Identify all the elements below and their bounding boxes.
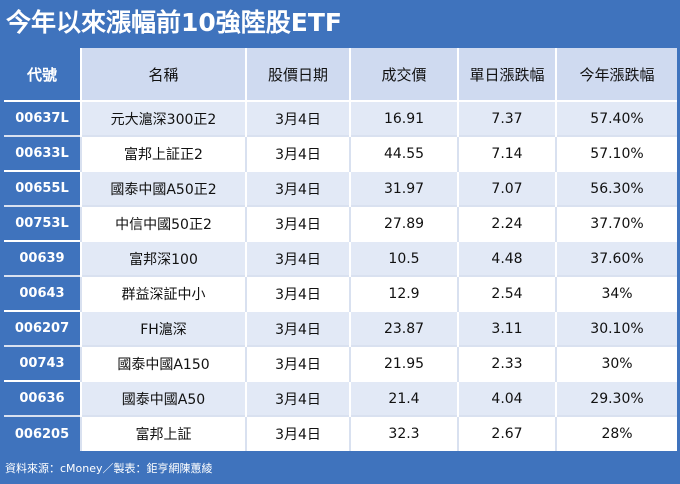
cell-price: 23.87 [350, 310, 459, 346]
cell-code: 00655L [4, 170, 82, 206]
cell-price: 21.95 [350, 345, 459, 381]
cell-price: 27.89 [350, 205, 459, 241]
cell-code: 00633L [4, 135, 82, 171]
table-row: 00636 國泰中國A50 3月4日 21.4 4.04 29.30% [4, 380, 677, 416]
cell-price: 10.5 [350, 240, 459, 276]
cell-name: 國泰中國A150 [81, 345, 247, 381]
cell-date: 3月4日 [246, 170, 351, 206]
header-daily-change: 單日漲跌幅 [458, 48, 557, 101]
table-row: 00633L 富邦上証正2 3月4日 44.55 7.14 57.10% [4, 135, 677, 171]
header-price: 成交價 [350, 48, 459, 101]
header-ytd-change: 今年漲跌幅 [556, 48, 677, 101]
cell-name: 元大滬深300正2 [81, 100, 247, 136]
table-row: 00753L 中信中國50正2 3月4日 27.89 2.24 37.70% [4, 205, 677, 241]
table-row: 00639 富邦深100 3月4日 10.5 4.48 37.60% [4, 240, 677, 276]
cell-daily-change: 2.33 [458, 345, 557, 381]
cell-code: 006207 [4, 310, 82, 346]
header-code: 代號 [4, 48, 82, 101]
cell-name: 富邦深100 [81, 240, 247, 276]
cell-name: 群益深証中小 [81, 275, 247, 311]
table-row: 00637L 元大滬深300正2 3月4日 16.91 7.37 57.40% [4, 100, 677, 136]
cell-code: 00637L [4, 100, 82, 136]
cell-ytd-change: 29.30% [556, 380, 677, 416]
cell-name: 中信中國50正2 [81, 205, 247, 241]
cell-price: 32.3 [350, 415, 459, 451]
cell-ytd-change: 30.10% [556, 310, 677, 346]
table-row: 00643 群益深証中小 3月4日 12.9 2.54 34% [4, 275, 677, 311]
table-row: 00655L 國泰中國A50正2 3月4日 31.97 7.07 56.30% [4, 170, 677, 206]
source-note: 資料來源：cMoney／製表：鉅亨網陳蕙綾 [5, 462, 213, 475]
cell-ytd-change: 34% [556, 275, 677, 311]
cell-daily-change: 4.48 [458, 240, 557, 276]
cell-code: 00639 [4, 240, 82, 276]
etf-table: 代號 名稱 股價日期 成交價 單日漲跌幅 今年漲跌幅 00637L 元大滬深300… [4, 48, 677, 451]
cell-date: 3月4日 [246, 135, 351, 171]
cell-code: 00753L [4, 205, 82, 241]
cell-daily-change: 7.14 [458, 135, 557, 171]
cell-date: 3月4日 [246, 240, 351, 276]
cell-date: 3月4日 [246, 100, 351, 136]
table-row: 00743 國泰中國A150 3月4日 21.95 2.33 30% [4, 345, 677, 381]
header-date: 股價日期 [246, 48, 351, 101]
cell-code: 00636 [4, 380, 82, 416]
cell-name: 富邦上証正2 [81, 135, 247, 171]
cell-daily-change: 7.07 [458, 170, 557, 206]
header-name: 名稱 [81, 48, 247, 101]
cell-code: 006205 [4, 415, 82, 451]
table-row: 006205 富邦上証 3月4日 32.3 2.67 28% [4, 415, 677, 451]
cell-name: 國泰中國A50 [81, 380, 247, 416]
cell-ytd-change: 37.70% [556, 205, 677, 241]
cell-daily-change: 3.11 [458, 310, 557, 346]
cell-daily-change: 7.37 [458, 100, 557, 136]
cell-name: 富邦上証 [81, 415, 247, 451]
table-row: 006207 FH滬深 3月4日 23.87 3.11 30.10% [4, 310, 677, 346]
cell-date: 3月4日 [246, 380, 351, 416]
cell-name: 國泰中國A50正2 [81, 170, 247, 206]
page-title: 今年以來漲幅前10強陸股ETF [6, 8, 342, 37]
cell-code: 00743 [4, 345, 82, 381]
cell-daily-change: 4.04 [458, 380, 557, 416]
cell-date: 3月4日 [246, 310, 351, 346]
cell-date: 3月4日 [246, 275, 351, 311]
cell-date: 3月4日 [246, 415, 351, 451]
cell-name: FH滬深 [81, 310, 247, 346]
cell-price: 44.55 [350, 135, 459, 171]
cell-ytd-change: 57.40% [556, 100, 677, 136]
cell-price: 31.97 [350, 170, 459, 206]
cell-price: 21.4 [350, 380, 459, 416]
cell-ytd-change: 37.60% [556, 240, 677, 276]
cell-ytd-change: 30% [556, 345, 677, 381]
table-body: 00637L 元大滬深300正2 3月4日 16.91 7.37 57.40% 00633L… [4, 100, 677, 451]
cell-daily-change: 2.24 [458, 205, 557, 241]
cell-daily-change: 2.67 [458, 415, 557, 451]
cell-ytd-change: 28% [556, 415, 677, 451]
cell-date: 3月4日 [246, 205, 351, 241]
cell-price: 12.9 [350, 275, 459, 311]
cell-price: 16.91 [350, 100, 459, 136]
table-header-row: 代號 名稱 股價日期 成交價 單日漲跌幅 今年漲跌幅 [4, 48, 677, 101]
cell-date: 3月4日 [246, 345, 351, 381]
cell-ytd-change: 56.30% [556, 170, 677, 206]
cell-ytd-change: 57.10% [556, 135, 677, 171]
cell-daily-change: 2.54 [458, 275, 557, 311]
cell-code: 00643 [4, 275, 82, 311]
